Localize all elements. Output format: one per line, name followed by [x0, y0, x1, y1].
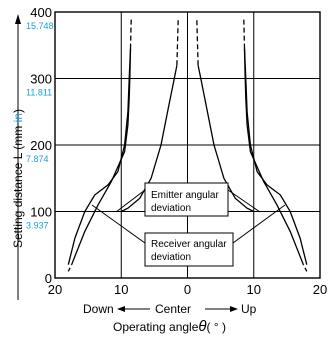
x-axis-label: Operating angleθ( ° )	[113, 318, 226, 335]
series-dashed-top-4	[176, 18, 179, 66]
series-dashed-top-2	[243, 18, 246, 49]
series-line-4	[121, 65, 178, 213]
series-line-3	[243, 48, 305, 265]
receiver-arrow-left	[91, 204, 146, 244]
y-tick-label-0: 0	[45, 271, 52, 286]
y-tick-label-2: 200	[30, 138, 52, 153]
series-line-5	[197, 65, 255, 213]
x-tick-label-1: 10	[114, 282, 128, 297]
dashed-group	[67, 18, 308, 272]
receiver-label-line1: Receiver angular	[151, 239, 227, 250]
series-group	[67, 48, 308, 265]
series-line-1	[70, 48, 132, 265]
emitter-label-line2: deviation	[151, 203, 191, 214]
emitter-arrow-left	[115, 189, 146, 213]
series-dashed-top-5	[196, 18, 199, 66]
emitter-callout: Emitter angular deviation	[144, 182, 229, 217]
series-dashed-bottom-1	[67, 264, 73, 272]
y-tick-label-1: 100	[30, 205, 52, 220]
ticks: 20 10 0 10 2001003.9372007.87430011.81140015…	[26, 5, 327, 297]
y-tick-inch-1: 3.937	[26, 221, 49, 231]
x-tick-label-4: 20	[313, 282, 327, 297]
receiver-box	[144, 232, 234, 267]
x-arrow-left-head	[117, 306, 125, 312]
y-tick-label-4: 400	[30, 5, 52, 20]
series-dashed-bottom-3	[302, 264, 308, 272]
x-direction-down: Down	[83, 302, 114, 316]
y-tick-inch-3: 11.811	[26, 88, 52, 98]
y-tick-label-3: 300	[30, 72, 52, 87]
x-direction-center: Center	[155, 302, 191, 316]
emitter-box	[144, 182, 229, 217]
series-dashed-top-0	[129, 18, 132, 49]
x-axis-direction: Down Center Up	[83, 302, 257, 316]
x-tick-label-0: 20	[48, 282, 62, 297]
y-axis-title: Setting distance L (mm in)	[11, 20, 25, 300]
x-tick-label-3: 10	[247, 282, 261, 297]
x-arrow-right-head	[230, 306, 238, 312]
x-axis-title: Operating angleθ( ° )	[113, 318, 226, 335]
receiver-callout: Receiver angular deviation	[144, 232, 234, 267]
emitter-label-line1: Emitter angular	[151, 190, 219, 201]
receiver-label-line2: deviation	[151, 252, 191, 263]
emitter-arrow-right	[227, 189, 261, 213]
y-axis-arrowhead	[15, 14, 21, 24]
y-tick-inch-2: 7.874	[26, 154, 49, 164]
x-direction-up: Up	[241, 302, 257, 316]
y-axis-label: Setting distance L (mm in)	[11, 109, 25, 248]
y-tick-inch-4: 15.748	[26, 21, 54, 31]
receiver-arrow-right	[232, 204, 286, 244]
callout-arrows	[91, 189, 286, 244]
x-tick-label-2: 0	[184, 282, 191, 297]
